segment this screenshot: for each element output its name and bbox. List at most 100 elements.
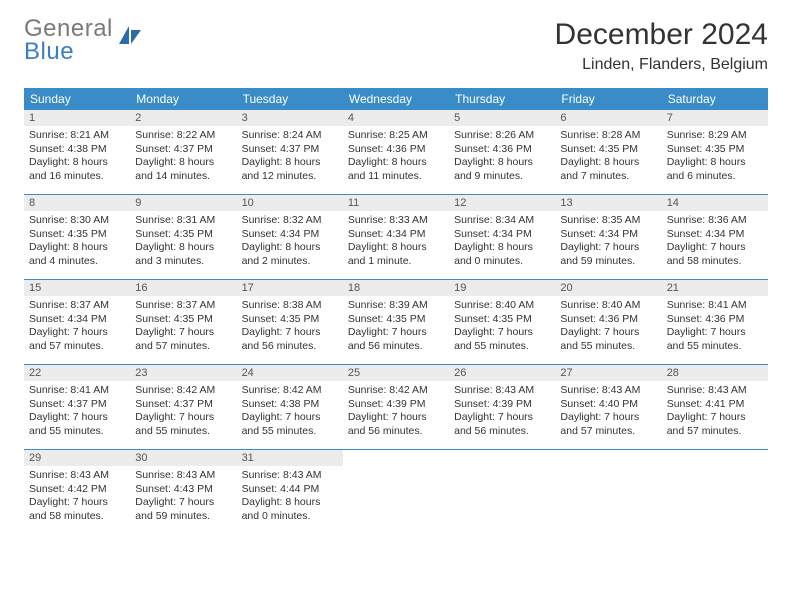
- day-detail-line: and 6 minutes.: [667, 170, 763, 184]
- day-number: 16: [130, 280, 236, 296]
- day-detail-line: Sunset: 4:37 PM: [135, 398, 231, 412]
- day-details: Sunrise: 8:25 AMSunset: 4:36 PMDaylight:…: [343, 126, 449, 184]
- day-number: 21: [662, 280, 768, 296]
- day-detail-line: Sunset: 4:39 PM: [454, 398, 550, 412]
- weekday-header: Sunday: [24, 88, 130, 110]
- day-number: 20: [555, 280, 661, 296]
- day-details: Sunrise: 8:41 AMSunset: 4:36 PMDaylight:…: [662, 296, 768, 354]
- day-cell: 4Sunrise: 8:25 AMSunset: 4:36 PMDaylight…: [343, 110, 449, 194]
- day-details: Sunrise: 8:21 AMSunset: 4:38 PMDaylight:…: [24, 126, 130, 184]
- day-number: 12: [449, 195, 555, 211]
- day-details: Sunrise: 8:22 AMSunset: 4:37 PMDaylight:…: [130, 126, 236, 184]
- day-details: Sunrise: 8:37 AMSunset: 4:35 PMDaylight:…: [130, 296, 236, 354]
- weekday-header: Saturday: [662, 88, 768, 110]
- day-cell: 1Sunrise: 8:21 AMSunset: 4:38 PMDaylight…: [24, 110, 130, 194]
- day-number: 9: [130, 195, 236, 211]
- day-detail-line: Sunset: 4:37 PM: [242, 143, 338, 157]
- weekday-header: Wednesday: [343, 88, 449, 110]
- day-cell: 2Sunrise: 8:22 AMSunset: 4:37 PMDaylight…: [130, 110, 236, 194]
- day-detail-line: Daylight: 7 hours: [667, 241, 763, 255]
- day-detail-line: and 55 minutes.: [560, 340, 656, 354]
- day-details: Sunrise: 8:39 AMSunset: 4:35 PMDaylight:…: [343, 296, 449, 354]
- day-details: Sunrise: 8:42 AMSunset: 4:37 PMDaylight:…: [130, 381, 236, 439]
- day-detail-line: and 2 minutes.: [242, 255, 338, 269]
- day-cell: 12Sunrise: 8:34 AMSunset: 4:34 PMDayligh…: [449, 195, 555, 279]
- day-number: 13: [555, 195, 661, 211]
- day-detail-line: Sunrise: 8:42 AM: [135, 384, 231, 398]
- day-details: Sunrise: 8:30 AMSunset: 4:35 PMDaylight:…: [24, 211, 130, 269]
- week-row: 15Sunrise: 8:37 AMSunset: 4:34 PMDayligh…: [24, 280, 768, 365]
- day-detail-line: Daylight: 7 hours: [135, 411, 231, 425]
- day-detail-line: Sunrise: 8:32 AM: [242, 214, 338, 228]
- day-details: Sunrise: 8:40 AMSunset: 4:35 PMDaylight:…: [449, 296, 555, 354]
- day-detail-line: Daylight: 7 hours: [560, 326, 656, 340]
- day-details: Sunrise: 8:37 AMSunset: 4:34 PMDaylight:…: [24, 296, 130, 354]
- header-right: December 2024 Linden, Flanders, Belgium: [555, 18, 768, 74]
- day-number: 25: [343, 365, 449, 381]
- day-cell: 9Sunrise: 8:31 AMSunset: 4:35 PMDaylight…: [130, 195, 236, 279]
- day-cell: 3Sunrise: 8:24 AMSunset: 4:37 PMDaylight…: [237, 110, 343, 194]
- day-number: 5: [449, 110, 555, 126]
- day-detail-line: Sunset: 4:34 PM: [667, 228, 763, 242]
- day-detail-line: Daylight: 7 hours: [348, 326, 444, 340]
- day-cell: 19Sunrise: 8:40 AMSunset: 4:35 PMDayligh…: [449, 280, 555, 364]
- day-number: 7: [662, 110, 768, 126]
- day-cell: [662, 450, 768, 534]
- day-cell: 11Sunrise: 8:33 AMSunset: 4:34 PMDayligh…: [343, 195, 449, 279]
- day-number: 8: [24, 195, 130, 211]
- day-cell: 18Sunrise: 8:39 AMSunset: 4:35 PMDayligh…: [343, 280, 449, 364]
- day-cell: 7Sunrise: 8:29 AMSunset: 4:35 PMDaylight…: [662, 110, 768, 194]
- day-detail-line: and 4 minutes.: [29, 255, 125, 269]
- day-detail-line: Sunrise: 8:39 AM: [348, 299, 444, 313]
- day-cell: 20Sunrise: 8:40 AMSunset: 4:36 PMDayligh…: [555, 280, 661, 364]
- day-detail-line: Daylight: 7 hours: [560, 411, 656, 425]
- day-detail-line: Sunrise: 8:31 AM: [135, 214, 231, 228]
- day-number: 2: [130, 110, 236, 126]
- day-cell: 13Sunrise: 8:35 AMSunset: 4:34 PMDayligh…: [555, 195, 661, 279]
- day-detail-line: Sunset: 4:35 PM: [560, 143, 656, 157]
- calendar: Sunday Monday Tuesday Wednesday Thursday…: [24, 88, 768, 534]
- day-detail-line: and 56 minutes.: [242, 340, 338, 354]
- logo: General Blue: [24, 18, 143, 64]
- day-detail-line: Sunset: 4:34 PM: [560, 228, 656, 242]
- day-details: Sunrise: 8:43 AMSunset: 4:43 PMDaylight:…: [130, 466, 236, 524]
- day-cell: 24Sunrise: 8:42 AMSunset: 4:38 PMDayligh…: [237, 365, 343, 449]
- day-detail-line: and 56 minutes.: [348, 340, 444, 354]
- day-detail-line: and 56 minutes.: [348, 425, 444, 439]
- day-details: Sunrise: 8:29 AMSunset: 4:35 PMDaylight:…: [662, 126, 768, 184]
- day-detail-line: Sunrise: 8:33 AM: [348, 214, 444, 228]
- day-detail-line: Daylight: 7 hours: [667, 326, 763, 340]
- day-details: Sunrise: 8:35 AMSunset: 4:34 PMDaylight:…: [555, 211, 661, 269]
- day-detail-line: Sunrise: 8:43 AM: [667, 384, 763, 398]
- weekday-header: Thursday: [449, 88, 555, 110]
- day-detail-line: Daylight: 7 hours: [454, 326, 550, 340]
- day-detail-line: Sunrise: 8:29 AM: [667, 129, 763, 143]
- day-detail-line: Sunrise: 8:41 AM: [29, 384, 125, 398]
- day-details: Sunrise: 8:28 AMSunset: 4:35 PMDaylight:…: [555, 126, 661, 184]
- day-detail-line: Sunrise: 8:43 AM: [560, 384, 656, 398]
- day-number: 4: [343, 110, 449, 126]
- day-detail-line: and 55 minutes.: [29, 425, 125, 439]
- day-number: 22: [24, 365, 130, 381]
- day-number: 30: [130, 450, 236, 466]
- day-detail-line: Sunset: 4:35 PM: [667, 143, 763, 157]
- day-number: 29: [24, 450, 130, 466]
- day-cell: 27Sunrise: 8:43 AMSunset: 4:40 PMDayligh…: [555, 365, 661, 449]
- day-detail-line: and 57 minutes.: [135, 340, 231, 354]
- day-cell: 23Sunrise: 8:42 AMSunset: 4:37 PMDayligh…: [130, 365, 236, 449]
- day-detail-line: Daylight: 7 hours: [135, 496, 231, 510]
- day-detail-line: and 57 minutes.: [29, 340, 125, 354]
- day-details: Sunrise: 8:43 AMSunset: 4:44 PMDaylight:…: [237, 466, 343, 524]
- weekday-header: Tuesday: [237, 88, 343, 110]
- day-details: Sunrise: 8:36 AMSunset: 4:34 PMDaylight:…: [662, 211, 768, 269]
- day-detail-line: Sunset: 4:44 PM: [242, 483, 338, 497]
- day-detail-line: Daylight: 7 hours: [29, 326, 125, 340]
- week-row: 1Sunrise: 8:21 AMSunset: 4:38 PMDaylight…: [24, 110, 768, 195]
- week-row: 8Sunrise: 8:30 AMSunset: 4:35 PMDaylight…: [24, 195, 768, 280]
- day-detail-line: Daylight: 8 hours: [560, 156, 656, 170]
- day-detail-line: Sunrise: 8:22 AM: [135, 129, 231, 143]
- day-detail-line: Sunset: 4:34 PM: [454, 228, 550, 242]
- day-cell: 16Sunrise: 8:37 AMSunset: 4:35 PMDayligh…: [130, 280, 236, 364]
- day-cell: [449, 450, 555, 534]
- day-cell: 6Sunrise: 8:28 AMSunset: 4:35 PMDaylight…: [555, 110, 661, 194]
